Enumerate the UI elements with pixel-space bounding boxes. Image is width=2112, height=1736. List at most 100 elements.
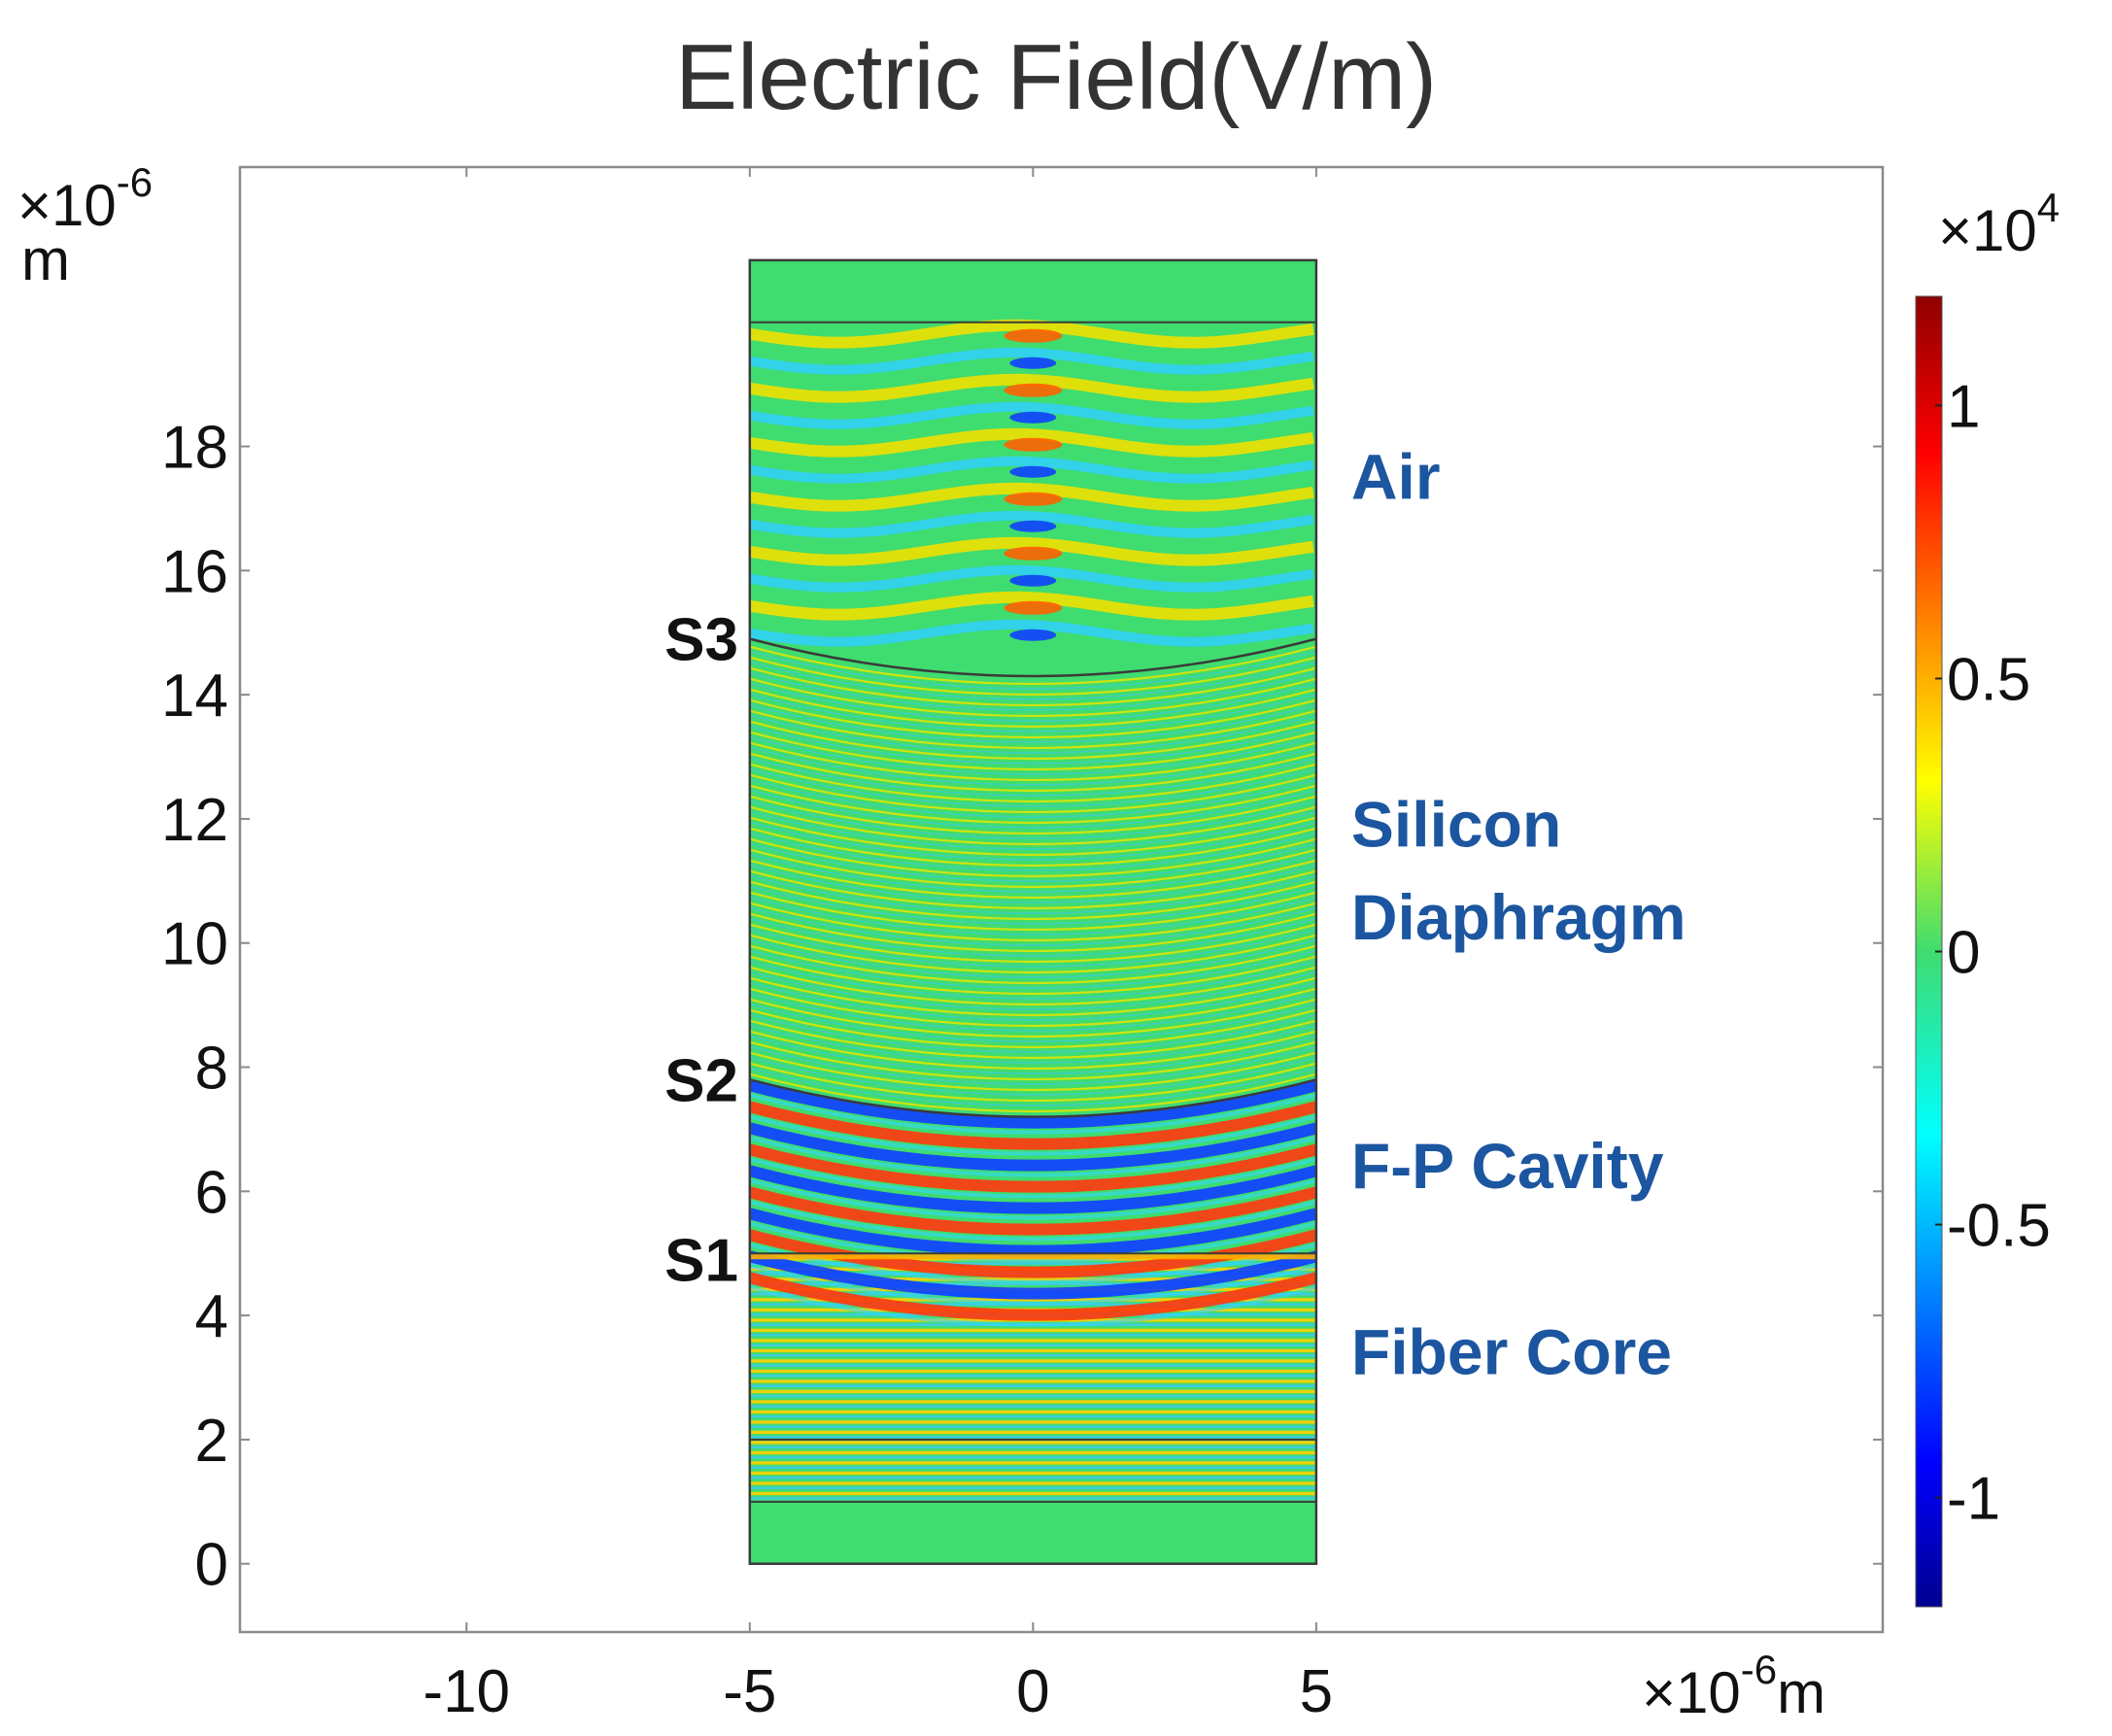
colorbar-multiplier: ×104 <box>1938 185 2060 263</box>
fiber-fringe <box>749 1277 1316 1281</box>
cavity-band <box>749 1136 1316 1177</box>
diaphragm-fringe <box>749 1056 1316 1096</box>
cavity-band <box>749 1101 1316 1150</box>
air-hotspot <box>1009 411 1057 424</box>
diaphragm-fringe <box>749 645 1316 686</box>
diaphragm-fringe <box>749 960 1316 1000</box>
fiber-fringe <box>749 1384 1316 1388</box>
air-hotspot <box>1009 465 1057 478</box>
cavity-band <box>749 1079 1316 1129</box>
cavity-band <box>749 1208 1316 1257</box>
fiber-fringe <box>749 1430 1316 1435</box>
x-tick-label: -10 <box>423 1658 510 1725</box>
cavity-band <box>749 1178 1316 1220</box>
diaphragm-fringe <box>749 966 1316 1006</box>
fiber-fringe <box>749 1446 1316 1449</box>
air-fringe <box>749 319 1314 349</box>
diaphragm-fringe <box>749 1045 1316 1085</box>
annotation-labels: S3 S2 S1 Air Silicon Diaphragm F-P Cavity Fiber… <box>664 440 1686 1387</box>
field-domain <box>749 259 1316 1564</box>
air-fringe <box>749 619 1314 647</box>
diaphragm-fringe <box>749 661 1316 700</box>
diaphragm-fringe <box>749 869 1316 910</box>
x-axis-multiplier: ×10-6m <box>1642 1647 1825 1725</box>
diaphragm-fringe <box>749 912 1316 953</box>
diaphragm-fringe <box>749 976 1316 1017</box>
diaphragm-fringe <box>749 757 1316 797</box>
diaphragm-fringe <box>749 1062 1316 1103</box>
cavity-band <box>749 1157 1316 1199</box>
x-tick-label: 0 <box>1016 1658 1049 1725</box>
fiber-fringe <box>749 1425 1316 1429</box>
diaphragm-fringe <box>749 998 1316 1038</box>
diaphragm-fringe <box>749 688 1316 729</box>
diaphragm-fringe <box>749 827 1316 868</box>
axes: -10 -5 0 5 0 2 4 6 8 10 12 14 16 18 <box>161 167 1883 1725</box>
diaphragm-fringe <box>749 746 1316 786</box>
diaphragm-fringe <box>749 842 1316 882</box>
diaphragm-fringe <box>749 1019 1316 1060</box>
y-tick-label: 12 <box>161 787 228 854</box>
fiber-fringe <box>749 1374 1316 1378</box>
fiber-fringe <box>749 1353 1316 1357</box>
svg-text:×104: ×104 <box>1938 185 2060 263</box>
diaphragm-fringe <box>749 874 1316 914</box>
diaphragm-fringe <box>749 795 1316 835</box>
diaphragm-fringe <box>749 682 1316 722</box>
diaphragm-fringe <box>749 821 1316 861</box>
colorbar-tick-label: 0 <box>1947 920 1980 987</box>
fiber-fringe <box>749 1389 1316 1394</box>
diaphragm-fringe <box>749 992 1316 1032</box>
diaphragm-fringe <box>749 896 1316 936</box>
svg-text:×10-6: ×10-6 <box>17 159 153 238</box>
fiber-fringe <box>749 1262 1316 1266</box>
diaphragm-fringe <box>749 864 1316 903</box>
fiber-fringe <box>749 1471 1316 1476</box>
diaphragm-fringe <box>749 810 1316 850</box>
diaphragm-fringe <box>749 1003 1316 1042</box>
diaphragm-fringe <box>749 650 1316 690</box>
fiber-fringe <box>749 1379 1316 1383</box>
cavity-band <box>749 1143 1316 1193</box>
boundary-S2 <box>749 1078 1317 1118</box>
diaphragm-fringe <box>749 767 1316 807</box>
fiber-top-edge <box>749 1253 1316 1260</box>
diaphragm-fringe <box>749 778 1316 818</box>
cavity-band <box>749 1285 1316 1327</box>
fiber-fringe <box>749 1410 1316 1414</box>
air-hotspot <box>1009 357 1057 369</box>
diaphragm-fringe <box>749 735 1316 775</box>
cavity-band <box>749 1264 1316 1306</box>
fiber-fringe <box>749 1339 1316 1343</box>
fiber-fringe <box>749 1282 1316 1286</box>
fiber-fringe <box>749 1333 1316 1337</box>
region-label: Air <box>1351 440 1441 512</box>
surface-label-S2: S2 <box>664 1047 738 1114</box>
diaphragm-fringe <box>749 987 1316 1028</box>
diaphragm-fringe <box>749 934 1316 974</box>
fiber-fringe <box>749 1486 1316 1490</box>
air-fringe <box>749 564 1314 593</box>
diaphragm-fringe <box>749 773 1316 814</box>
region-label: F-P Cavity <box>1351 1130 1664 1202</box>
diaphragm-fringe <box>749 1067 1316 1106</box>
diaphragm-fringe <box>749 741 1316 782</box>
fiber-fringe <box>749 1466 1316 1470</box>
cavity-band <box>749 1242 1316 1284</box>
diaphragm-fringe <box>749 709 1316 750</box>
diaphragm-fringe <box>749 880 1316 921</box>
diaphragm-fringe <box>749 906 1316 946</box>
fiber-fringe <box>749 1400 1316 1404</box>
cavity-band <box>749 1221 1316 1263</box>
fiber-fringe <box>749 1491 1316 1496</box>
cavity-band <box>749 1272 1316 1321</box>
diaphragm-fringe <box>749 784 1316 825</box>
y-tick-label: 2 <box>195 1408 228 1475</box>
air-fringe <box>749 591 1314 621</box>
cavity-band <box>749 1122 1316 1172</box>
x-tick-label: -5 <box>723 1658 776 1725</box>
fiber-fringe <box>749 1496 1316 1500</box>
boundary-S3 <box>749 637 1317 678</box>
domain-outline <box>748 258 1318 1565</box>
diaphragm-fringe <box>749 666 1316 707</box>
